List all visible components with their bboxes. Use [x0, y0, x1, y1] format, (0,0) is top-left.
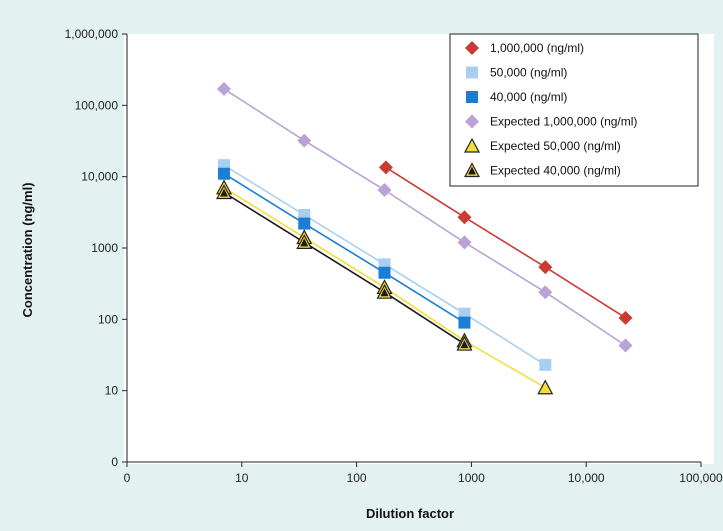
data-point — [378, 160, 393, 175]
y-tick-label: 10 — [105, 384, 119, 398]
y-tick-label: 10,000 — [81, 170, 118, 184]
data-point — [298, 217, 311, 230]
triangle-core — [468, 166, 476, 175]
data-point — [456, 335, 473, 351]
x-tick-label: 0 — [124, 471, 131, 485]
series-lines — [223, 88, 626, 389]
triangle-core — [220, 188, 229, 197]
data-point — [538, 285, 553, 300]
y-axis-title: Concentration (ng/ml) — [20, 182, 35, 317]
legend-label: Expected 40,000 (ng/ml) — [490, 164, 621, 178]
x-axis-title: Dilution factor — [366, 506, 454, 521]
data-point — [216, 184, 233, 200]
x-tick-label: 10 — [235, 471, 249, 485]
series-line — [385, 166, 626, 319]
triangle-core — [460, 340, 469, 349]
series-line — [223, 173, 465, 324]
series-line — [223, 88, 626, 347]
x-tick-label: 1000 — [458, 471, 485, 485]
legend-label: 40,000 (ng/ml) — [490, 90, 567, 104]
data-point — [539, 358, 552, 371]
legend-marker — [463, 137, 481, 153]
legend-box — [449, 33, 699, 187]
data-point — [618, 338, 633, 353]
data-point — [538, 260, 553, 275]
legend-marker — [466, 91, 478, 103]
data-point — [458, 316, 471, 329]
y-tick-label: 1,000,000 — [65, 27, 119, 41]
triangle-core — [300, 238, 309, 247]
triangle-core — [380, 288, 389, 297]
legend-label: 1,000,000 (ng/ml) — [490, 41, 584, 55]
data-point — [297, 133, 312, 148]
legend-marker — [463, 162, 481, 178]
legend: 1,000,000 (ng/ml) 50,000 (ng/ml) 40,000 (n… — [449, 33, 699, 187]
legend-marker — [466, 66, 478, 79]
x-tick-label: 100,000 — [679, 471, 723, 485]
legend-label: Expected 50,000 (ng/ml) — [490, 139, 621, 153]
series-line — [223, 191, 465, 345]
data-point — [457, 235, 472, 250]
data-point — [218, 167, 231, 180]
axes: 0 10 100 1000 10,000 100,000 0 10 100 1000 10,000 1… — [65, 27, 723, 485]
data-point — [618, 310, 633, 325]
data-point — [296, 234, 313, 249]
data-point — [376, 283, 393, 299]
y-tick-label: 0 — [111, 455, 118, 469]
y-tick-label: 1000 — [91, 241, 118, 255]
y-tick-label: 100 — [98, 312, 118, 326]
data-point — [457, 210, 472, 225]
x-tick-label: 10,000 — [568, 471, 605, 485]
y-tick-label: 100,000 — [75, 98, 119, 112]
x-tick-label: 100 — [347, 471, 367, 485]
data-point — [378, 266, 391, 279]
data-point — [217, 81, 232, 96]
legend-label: 50,000 (ng/ml) — [490, 66, 567, 80]
legend-marker — [465, 114, 479, 129]
legend-label: Expected 1,000,000 (ng/ml) — [490, 115, 637, 129]
series-markers — [216, 81, 633, 395]
data-point — [377, 183, 392, 198]
data-point — [537, 379, 554, 395]
legend-marker — [465, 41, 479, 55]
